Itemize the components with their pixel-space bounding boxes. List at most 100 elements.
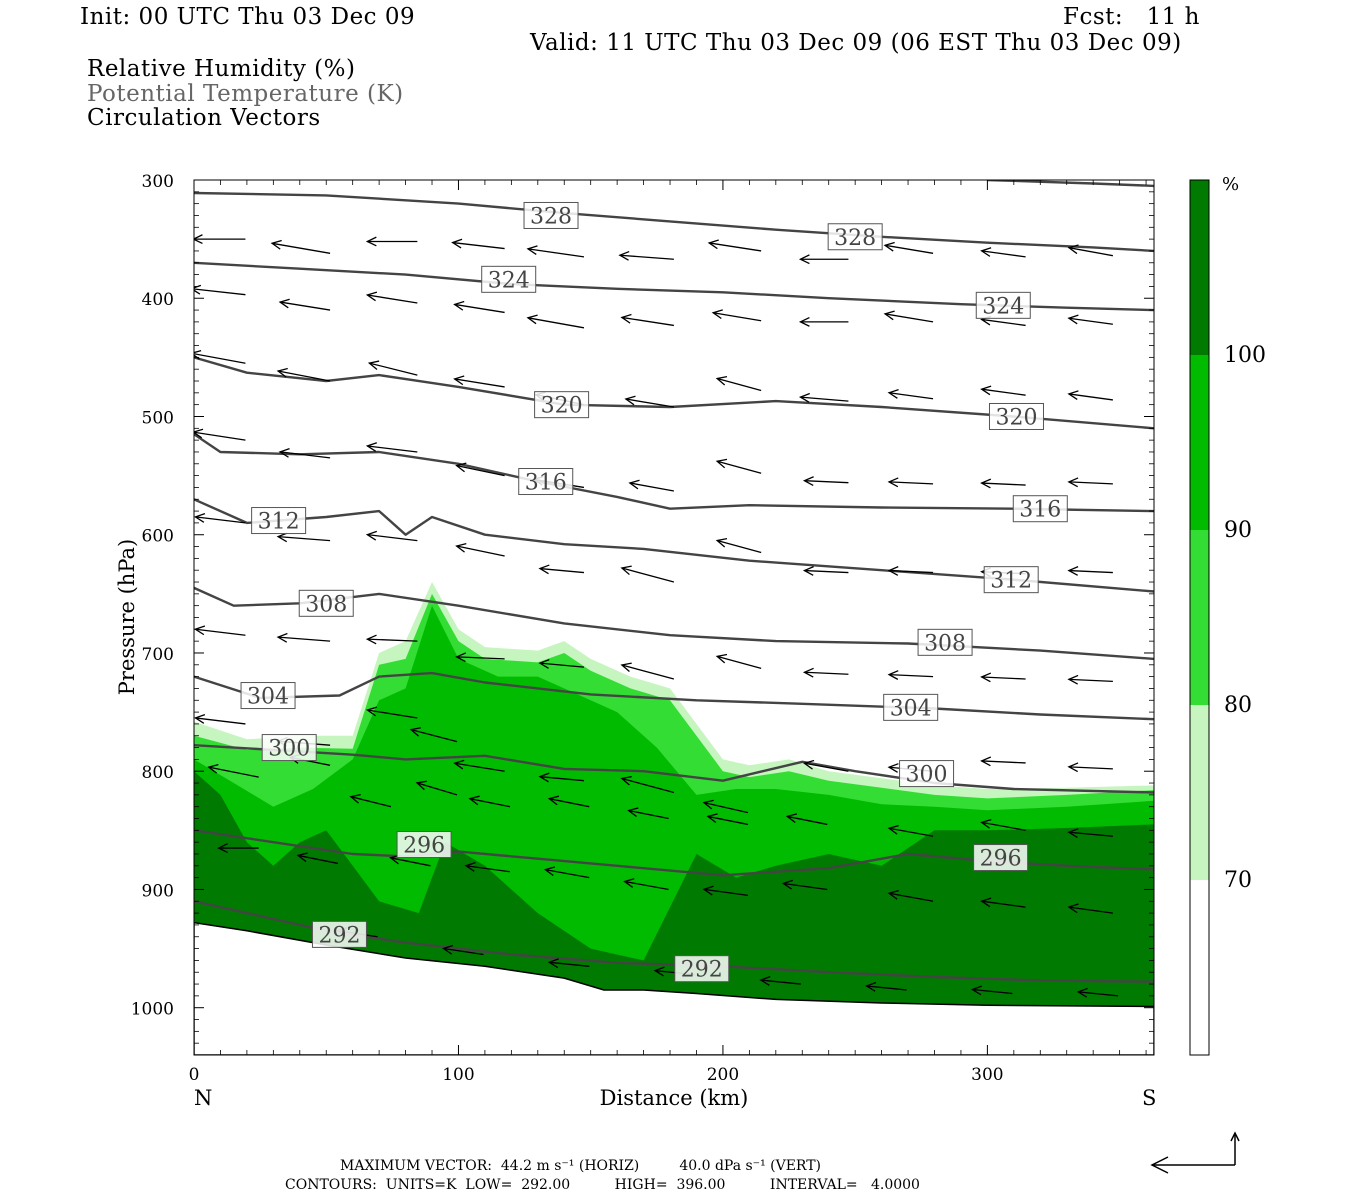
colorbar-bin (1190, 355, 1209, 530)
wind-vector (802, 566, 849, 576)
reference-vector-icon (1150, 1131, 1240, 1174)
y-tick-label: 700 (142, 645, 174, 665)
wind-vector (538, 564, 585, 575)
wind-vector (970, 985, 1013, 996)
theta-label-300: 300 (899, 760, 955, 788)
theta-label-304: 304 (883, 693, 939, 721)
colorbar-label: 100 (1224, 343, 1266, 368)
wind-vector (759, 976, 801, 986)
wind-vector (365, 706, 418, 719)
wind-vector (270, 239, 331, 254)
wind-vector (887, 389, 934, 400)
vector-layer (194, 234, 1119, 998)
wind-vector (785, 813, 828, 826)
x-tick-label: 0 (189, 1065, 200, 1085)
theta-contour-316 (194, 433, 1154, 513)
wind-vector (702, 885, 749, 897)
ground-layer (194, 921, 1154, 1055)
svg-text:292: 292 (681, 958, 723, 983)
wind-vector (278, 448, 331, 459)
theta-label-300: 300 (261, 734, 317, 762)
rh-region-100 (194, 771, 1154, 1007)
wind-vector (276, 632, 331, 643)
svg-text:312: 312 (990, 569, 1032, 594)
svg-text:292: 292 (318, 923, 360, 948)
wind-vector (217, 843, 259, 854)
theta-label-308: 308 (917, 628, 973, 656)
theta-label-312: 312 (251, 507, 307, 535)
terrain (194, 921, 1154, 1055)
wind-vector (547, 958, 590, 969)
svg-text:320: 320 (995, 405, 1037, 430)
wind-vector (365, 291, 418, 304)
colorbar-bin (1190, 705, 1209, 880)
wind-vector (455, 462, 505, 477)
wind-vector (802, 759, 849, 772)
wind-vector (468, 795, 511, 808)
theta-contour-304 (194, 671, 1154, 721)
wind-vector (276, 367, 331, 382)
wind-vector (526, 314, 585, 329)
svg-text:308: 308 (924, 631, 966, 656)
field-rh-label: Relative Humidity (%) (87, 56, 356, 82)
field-theta-label: Potential Temperature (K) (87, 81, 404, 107)
wind-vector (415, 780, 458, 796)
wind-vector (702, 799, 749, 814)
wind-vector (194, 428, 246, 441)
wind-vector (547, 795, 590, 808)
theta-label-320: 320 (988, 402, 1044, 430)
svg-text:316: 316 (1019, 498, 1061, 523)
theta-label-328: 328 (523, 201, 579, 229)
svg-text:304: 304 (890, 696, 932, 721)
colorbar: 70 80 90 100% (1189, 174, 1266, 1056)
wind-vector (1067, 477, 1113, 488)
wind-vector (781, 879, 828, 891)
svg-text:296: 296 (980, 847, 1022, 872)
wind-vector (715, 458, 762, 474)
x-axis-title: Distance (km) (600, 1086, 749, 1110)
y-tick-label: 900 (142, 881, 174, 901)
theta-label-292: 292 (674, 955, 730, 983)
colorbar-frame (1189, 179, 1210, 1056)
wind-vector (980, 247, 1026, 258)
theta-label-324: 324 (975, 291, 1031, 319)
wind-vector (887, 889, 934, 902)
wind-vector (618, 250, 674, 261)
contour-label-layer: 292 292 296 296 300 300 304 304 308 308 312 312 316 3… (240, 201, 1068, 983)
axes-layer: 300 400 500 600 700 800 900 1000 0 100 200 300 (131, 172, 1154, 1085)
wind-vector (543, 866, 590, 879)
theta-label-324: 324 (481, 265, 537, 293)
theta-contour-332 (987, 180, 1154, 188)
wind-vector (883, 310, 934, 323)
svg-text:324: 324 (982, 294, 1024, 319)
wind-vector (980, 672, 1026, 683)
x-tick-label: 100 (442, 1065, 474, 1085)
wind-vector (623, 878, 669, 891)
rh-fill-layer (194, 582, 1154, 1007)
wind-vector (1067, 762, 1113, 773)
x-tick-label: 300 (971, 1065, 1003, 1085)
wind-vector (365, 236, 418, 247)
wind-vector (620, 313, 674, 327)
wind-vector (453, 759, 505, 772)
wind-vector (409, 727, 458, 743)
wind-vector (715, 376, 762, 392)
wind-vector (887, 477, 934, 488)
wind-vector (538, 659, 585, 669)
wind-vector (798, 392, 849, 403)
y-tick-label: 300 (142, 172, 174, 192)
theta-label-296: 296 (396, 831, 452, 859)
wind-vector (620, 662, 675, 680)
svg-text:296: 296 (403, 834, 445, 859)
wind-vector (627, 807, 669, 820)
wind-vector (1067, 244, 1114, 257)
wind-vector (464, 862, 510, 873)
north-label: N (194, 1086, 212, 1110)
theta-label-308: 308 (298, 589, 354, 617)
y-axis-title: Pressure (hPa) (115, 539, 139, 695)
colorbar-label: 70 (1224, 868, 1252, 893)
wind-vector (887, 824, 934, 837)
wind-vector (1067, 314, 1113, 325)
wind-vector (1067, 390, 1113, 401)
theta-contour-312 (194, 498, 1154, 593)
